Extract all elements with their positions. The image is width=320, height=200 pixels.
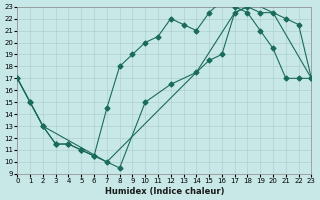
X-axis label: Humidex (Indice chaleur): Humidex (Indice chaleur) <box>105 187 224 196</box>
